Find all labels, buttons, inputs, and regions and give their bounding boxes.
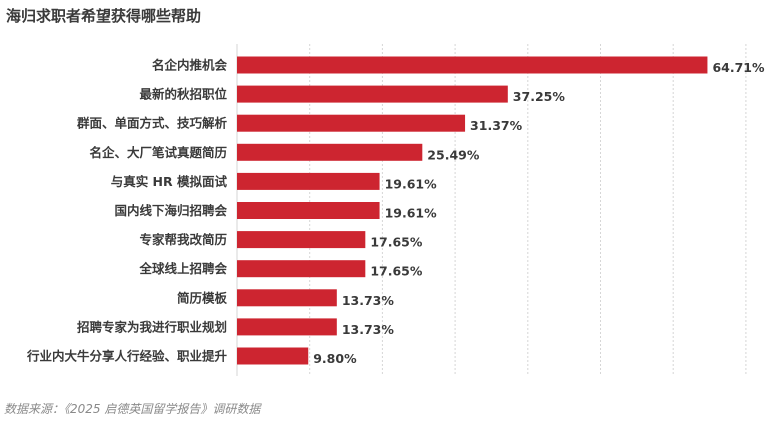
category-label-0: 名企内推机会 [152,58,228,73]
bar-10 [237,347,309,365]
bar-0 [237,56,708,74]
value-label-10: 9.80% [313,351,357,366]
category-label-4: 与真实 HR 模拟面试 [111,174,228,189]
bar-7 [237,260,366,278]
category-label-5: 国内线下海归招聘会 [114,203,227,218]
value-label-7: 17.65% [370,264,423,279]
value-label-2: 31.37% [470,118,523,133]
chart-title: 海归求职者希望获得哪些帮助 [6,7,202,25]
bar-series [237,56,708,365]
value-label-8: 13.73% [342,293,395,308]
bar-3 [237,143,423,161]
source-note: 数据来源：《2025 启德英国留学报告》调研数据 [4,402,261,416]
category-label-10: 行业内大牛分享人行经验、职业提升 [26,349,228,364]
bar-9 [237,318,337,336]
bar-8 [237,289,337,307]
value-label-4: 19.61% [385,176,438,191]
value-label-5: 19.61% [385,206,438,221]
bar-6 [237,231,366,249]
category-label-2: 群面、单面方式、技巧解析 [76,116,228,131]
bar-4 [237,172,380,190]
value-labels: 64.71% 37.25% 31.37% 25.49% 19.61% 19.61% 17.6… [313,60,765,366]
category-labels: 名企内推机会最新的秋招职位群面、单面方式、技巧解析名企、大厂笔试真题简历与真实 … [26,58,228,364]
category-label-8: 简历模板 [177,290,228,305]
value-label-1: 37.25% [513,89,566,104]
category-label-6: 专家帮我改简历 [139,232,227,247]
value-label-3: 25.49% [427,147,480,162]
category-label-7: 全球线上招聘会 [138,261,227,276]
value-label-6: 17.65% [370,235,423,250]
category-label-9: 招聘专家为我进行职业规划 [77,319,227,334]
bar-2 [237,114,466,132]
category-label-1: 最新的秋招职位 [139,87,227,102]
category-label-3: 名企、大厂笔试真题简历 [89,145,227,160]
value-label-9: 13.73% [342,322,395,337]
bar-5 [237,202,380,219]
bar-1 [237,85,508,103]
value-label-0: 64.71% [712,60,765,75]
